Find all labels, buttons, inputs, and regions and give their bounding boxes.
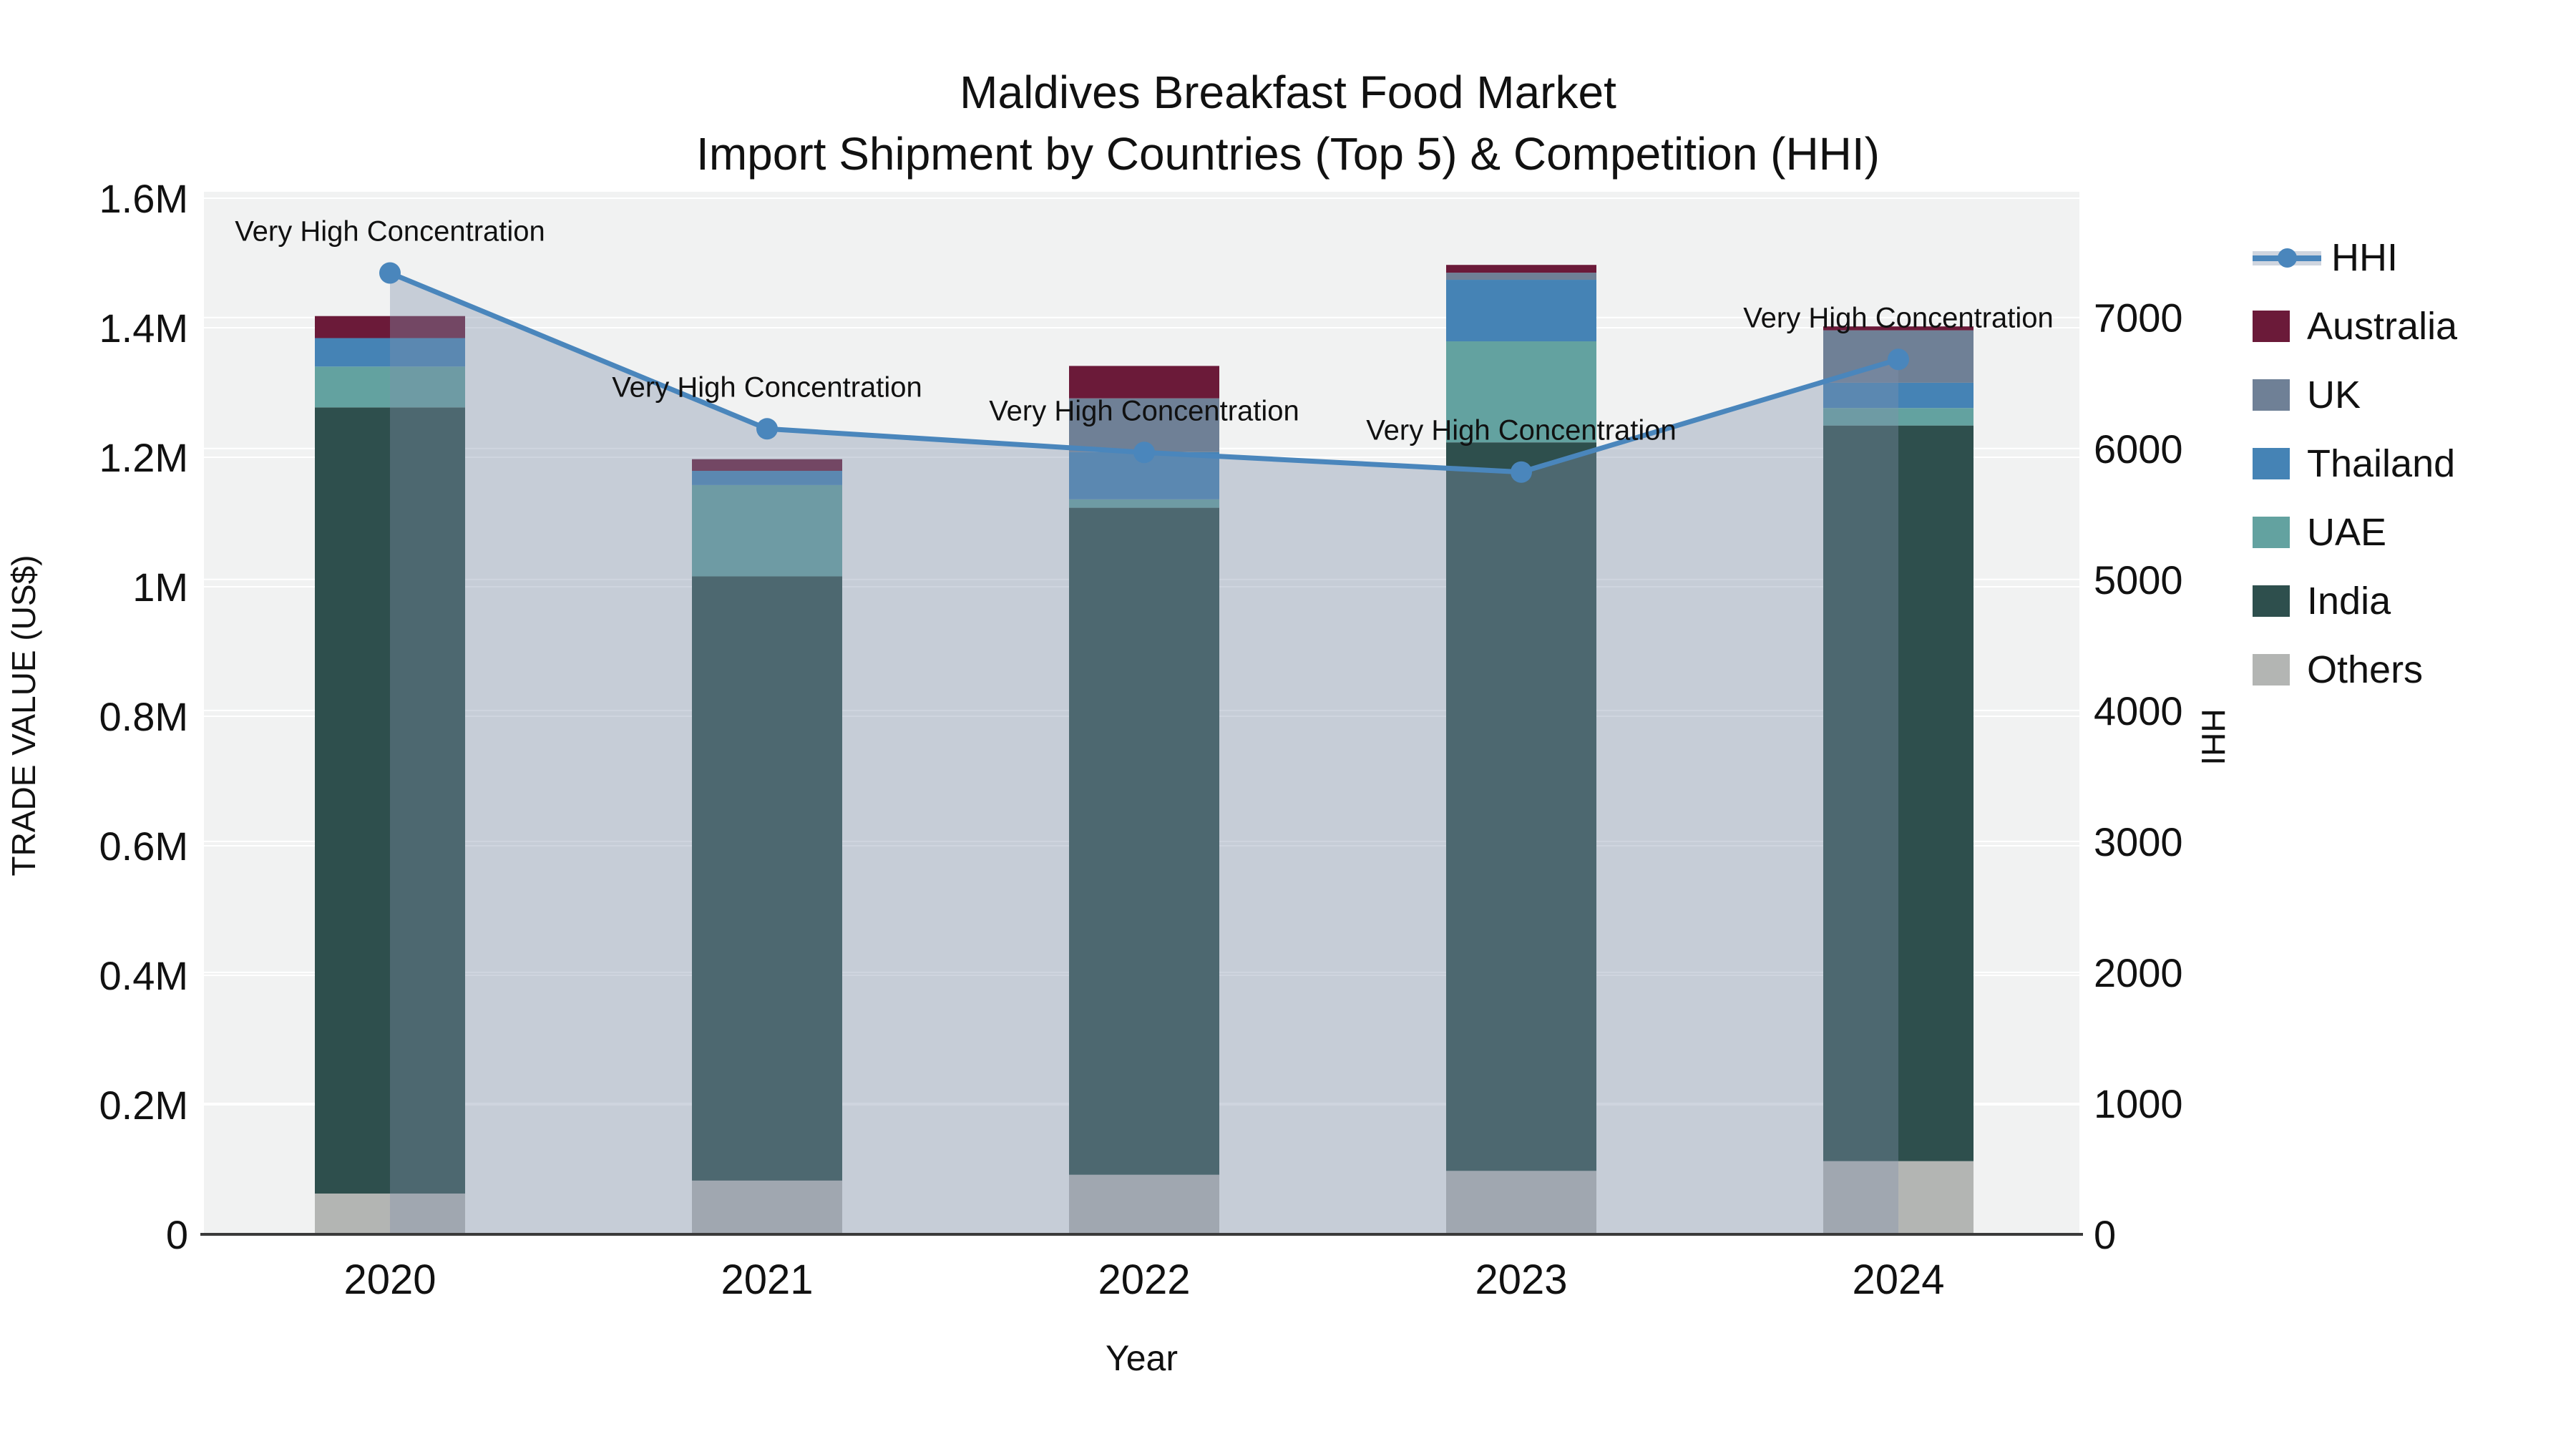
y-right-tick-label: 0: [2094, 1212, 2116, 1257]
y-left-tick-label: 1.6M: [99, 176, 189, 221]
hhi-marker-2020[interactable]: [379, 262, 401, 284]
hhi-marker-2022[interactable]: [1133, 441, 1155, 464]
bar-segment-uae-2022[interactable]: [1069, 499, 1219, 508]
y-left-tick-label: 1M: [132, 565, 188, 610]
annotation-2021: Very High Concentration: [612, 371, 922, 403]
bar-segment-others-2024[interactable]: [1823, 1161, 1974, 1234]
hhi-marker-2021[interactable]: [756, 418, 778, 440]
legend: HHI Australia UK Thailand UAE India Others: [2253, 223, 2457, 704]
bar-segment-australia-2020[interactable]: [315, 316, 465, 338]
y-axis-title-right: HHI: [2195, 708, 2232, 766]
bar-segment-others-2022[interactable]: [1069, 1174, 1219, 1234]
bar-segment-india-2022[interactable]: [1069, 507, 1219, 1175]
legend-label-uk: UK: [2307, 374, 2361, 416]
bar-segment-others-2020[interactable]: [315, 1193, 465, 1234]
annotation-2020: Very High Concentration: [235, 215, 545, 247]
legend-swatch-others: [2253, 654, 2290, 686]
legend-item-australia[interactable]: Australia: [2253, 292, 2457, 361]
bar-segment-australia-2021[interactable]: [692, 459, 842, 472]
bar-segment-india-2024[interactable]: [1823, 425, 1974, 1161]
hhi-legend-symbol: [2253, 242, 2321, 273]
x-tick-label-2023: 2023: [1475, 1257, 1567, 1303]
legend-label-others: Others: [2307, 648, 2424, 691]
y-axis-title-left: TRADE VALUE (US$): [5, 555, 42, 877]
legend-swatch-uk: [2253, 379, 2290, 411]
bar-segment-uk-2023[interactable]: [1446, 273, 1596, 280]
chart-title-line2: Import Shipment by Countries (Top 5) & C…: [696, 128, 1880, 180]
legend-swatch-india: [2253, 585, 2290, 617]
bar-segment-thailand-2023[interactable]: [1446, 280, 1596, 342]
legend-swatch-australia: [2253, 311, 2290, 342]
legend-label-uae: UAE: [2307, 511, 2387, 554]
bar-segment-australia-2023[interactable]: [1446, 265, 1596, 273]
bar-segment-australia-2024[interactable]: [1823, 326, 1974, 331]
bar-segment-others-2021[interactable]: [692, 1180, 842, 1234]
annotation-2024: Very High Concentration: [1743, 302, 2054, 333]
y-left-tick-label: 1.4M: [99, 306, 189, 351]
legend-label-hhi: HHI: [2331, 236, 2398, 279]
hhi-marker-2024[interactable]: [1888, 348, 1909, 371]
y-right-tick-label: 7000: [2094, 296, 2183, 341]
chart-title: Maldives Breakfast Food Market Import Sh…: [0, 62, 2576, 185]
y-right-tick-label: 2000: [2094, 950, 2183, 995]
y-left-tick-label: 0.2M: [99, 1083, 189, 1128]
bar-segment-uae-2020[interactable]: [315, 366, 465, 408]
y-left-tick-label: 0.4M: [99, 953, 189, 998]
bar-segment-uae-2024[interactable]: [1823, 408, 1974, 426]
bar-segment-uae-2023[interactable]: [1446, 341, 1596, 443]
bar-segment-thailand-2020[interactable]: [315, 338, 465, 367]
x-tick-label-2022: 2022: [1098, 1257, 1190, 1303]
bar-segment-australia-2022[interactable]: [1069, 366, 1219, 399]
hhi-marker-2023[interactable]: [1511, 461, 1532, 483]
y-right-tick-label: 4000: [2094, 688, 2183, 733]
y-right-tick-label: 3000: [2094, 819, 2183, 864]
y-left-tick-label: 0.8M: [99, 694, 189, 739]
legend-label-thailand: Thailand: [2307, 442, 2456, 485]
legend-item-uk[interactable]: UK: [2253, 361, 2457, 429]
bar-segment-thailand-2021[interactable]: [692, 471, 842, 485]
bar-segment-others-2023[interactable]: [1446, 1171, 1596, 1234]
legend-label-australia: Australia: [2307, 305, 2458, 348]
y-right-tick-label: 5000: [2094, 557, 2183, 602]
bar-segment-thailand-2024[interactable]: [1823, 382, 1974, 409]
annotation-2023: Very High Concentration: [1366, 415, 1677, 447]
legend-label-india: India: [2307, 580, 2391, 623]
bar-segment-india-2021[interactable]: [692, 576, 842, 1181]
y-right-tick-label: 1000: [2094, 1081, 2183, 1126]
chart-title-line1: Maldives Breakfast Food Market: [960, 67, 1616, 118]
bar-segment-india-2020[interactable]: [315, 407, 465, 1194]
legend-item-india[interactable]: India: [2253, 567, 2457, 635]
x-tick-label-2024: 2024: [1852, 1257, 1944, 1303]
y-left-tick-label: 0: [166, 1212, 188, 1257]
hhi-area-fill: [390, 273, 1898, 1235]
bar-segment-uae-2021[interactable]: [692, 484, 842, 577]
y-right-tick-label: 6000: [2094, 426, 2183, 472]
legend-swatch-uae: [2253, 517, 2290, 548]
legend-item-hhi[interactable]: HHI: [2253, 223, 2457, 292]
hhi-marker-sample: [2278, 248, 2297, 268]
bar-segment-india-2023[interactable]: [1446, 442, 1596, 1171]
annotation-2022: Very High Concentration: [989, 395, 1299, 426]
legend-item-others[interactable]: Others: [2253, 635, 2457, 704]
legend-item-uae[interactable]: UAE: [2253, 498, 2457, 567]
y-left-tick-label: 1.2M: [99, 435, 189, 480]
y-left-tick-label: 0.6M: [99, 824, 189, 869]
legend-swatch-thailand: [2253, 448, 2290, 479]
legend-item-thailand[interactable]: Thailand: [2253, 429, 2457, 498]
x-axis-title: Year: [1106, 1338, 1178, 1378]
x-tick-label-2020: 2020: [343, 1257, 436, 1303]
x-tick-label-2021: 2021: [721, 1257, 813, 1303]
